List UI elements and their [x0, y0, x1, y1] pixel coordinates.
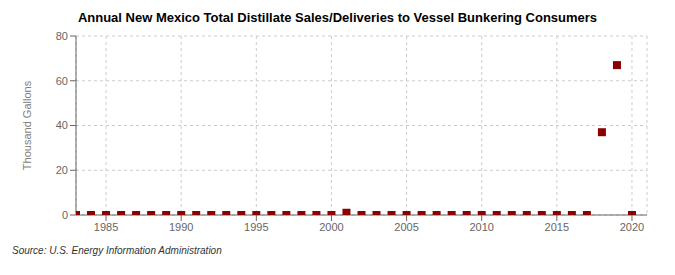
svg-text:0: 0	[62, 209, 68, 221]
svg-text:40: 40	[56, 119, 68, 131]
svg-text:60: 60	[56, 75, 68, 87]
svg-text:20: 20	[56, 164, 68, 176]
svg-text:1985: 1985	[94, 221, 118, 233]
svg-text:2010: 2010	[469, 221, 493, 233]
svg-text:2020: 2020	[620, 221, 644, 233]
html-text:Source: U.S. Energy Informatio: Source: U.S. Energy Information Administ…	[12, 245, 222, 256]
svg-text:2000: 2000	[319, 221, 343, 233]
svg-text:1990: 1990	[169, 221, 193, 233]
svg-text:80: 80	[56, 30, 68, 42]
svg-text:1995: 1995	[244, 221, 268, 233]
svg-text:Thousand Gallons: Thousand Gallons	[21, 80, 33, 170]
svg-text:2005: 2005	[394, 221, 418, 233]
html-text:Annual New Mexico Total Distil: Annual New Mexico Total Distillate Sales…	[77, 10, 598, 25]
svg-text:2015: 2015	[545, 221, 569, 233]
